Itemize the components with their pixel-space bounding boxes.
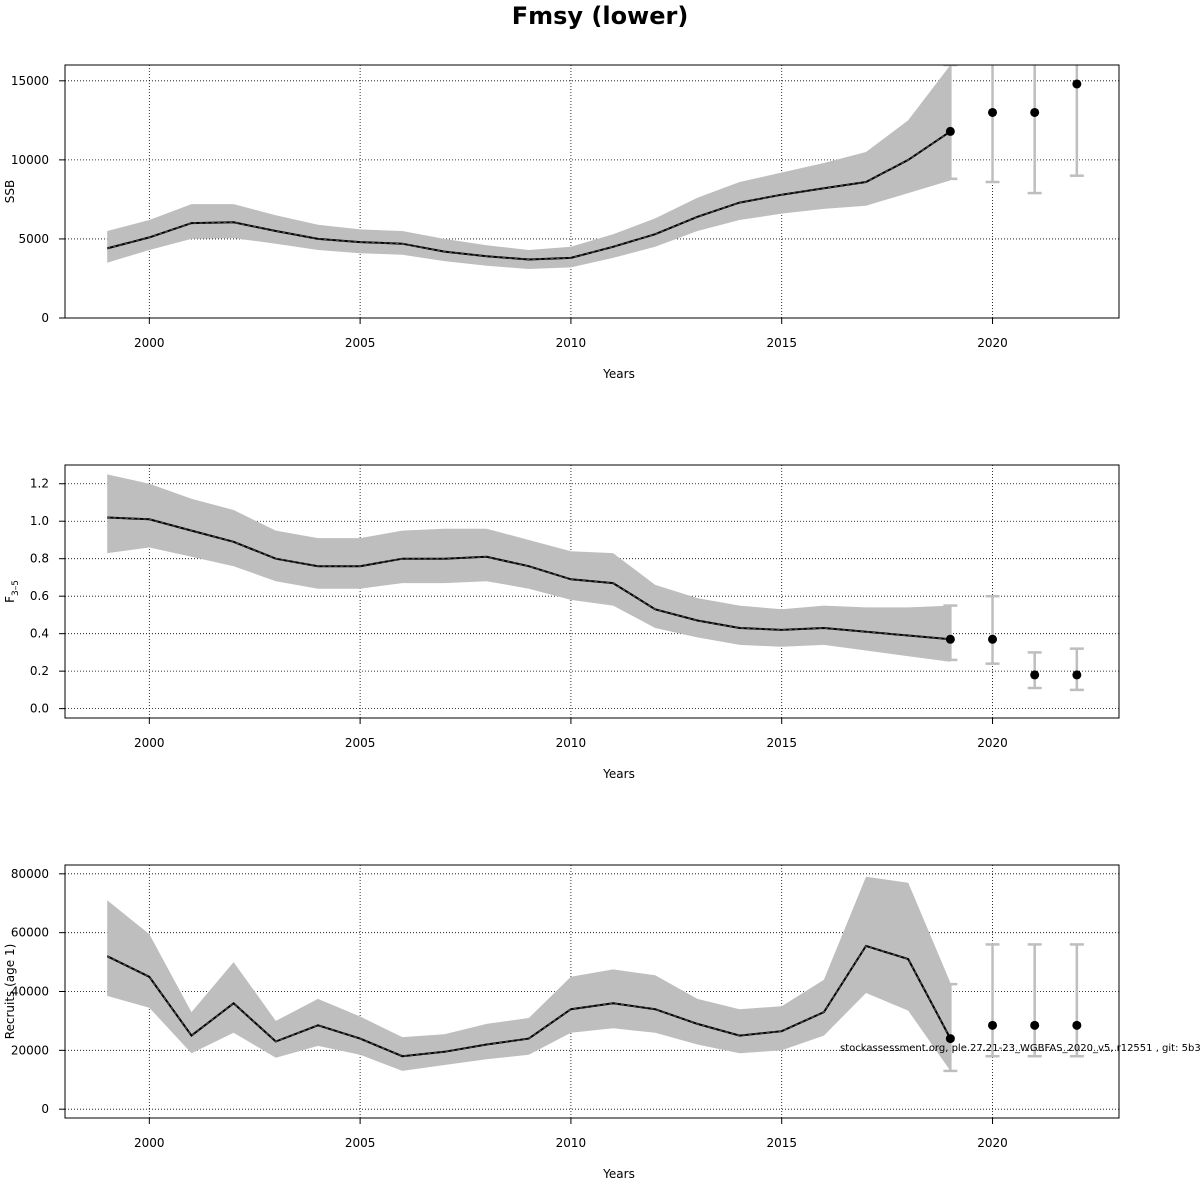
x-tick-label: 2005 bbox=[345, 736, 376, 750]
forecast-dot bbox=[1072, 79, 1082, 89]
y-axis-label: SSB bbox=[3, 180, 17, 203]
x-tick-label: 2015 bbox=[766, 336, 797, 350]
x-tick-label: 2000 bbox=[134, 736, 165, 750]
forecast-point-2019 bbox=[943, 65, 958, 181]
figure-title: Fmsy (lower) bbox=[512, 2, 689, 30]
y-axis-label: Recruits (age 1) bbox=[3, 944, 17, 1040]
y-tick-label: 0.0 bbox=[30, 702, 49, 716]
plot-frame bbox=[64, 64, 1120, 319]
x-tick-label: 2015 bbox=[766, 736, 797, 750]
forecast-dot bbox=[945, 1034, 955, 1044]
y-tick-label: 80000 bbox=[11, 867, 49, 881]
y-axis-label: F3–5 bbox=[3, 580, 21, 603]
panel-2: 2000 2005 2010 2015 2020 0.0 0.2 0.4 0.6 0.8 1.0 1.… bbox=[3, 464, 1120, 781]
forecast-point-2019 bbox=[943, 604, 958, 662]
forecast-point-2019 bbox=[943, 982, 958, 1073]
y-tick-label: 1.2 bbox=[30, 477, 49, 491]
confidence-band bbox=[107, 65, 951, 269]
forecast-point-2022 bbox=[1069, 943, 1084, 1058]
forecast-dot bbox=[1030, 1020, 1040, 1030]
forecast-point-2022 bbox=[1069, 65, 1084, 177]
x-axis-label: Years bbox=[602, 367, 635, 381]
forecast-point-2020 bbox=[985, 594, 1000, 665]
x-tick-label: 2015 bbox=[766, 1136, 797, 1150]
forecast-point-2022 bbox=[1069, 647, 1084, 692]
forecast-point-2021 bbox=[1027, 651, 1042, 690]
x-tick-label: 2020 bbox=[977, 1136, 1008, 1150]
y-tick-label: 0.6 bbox=[30, 589, 49, 603]
y-tick-label: 0.2 bbox=[30, 664, 49, 678]
y-tick-label: 1.0 bbox=[30, 514, 49, 528]
x-tick-label: 2010 bbox=[556, 1136, 587, 1150]
y-tick-label: 0.8 bbox=[30, 552, 49, 566]
confidence-band bbox=[107, 474, 951, 662]
forecast-point-2021 bbox=[1027, 65, 1042, 195]
forecast-point-2021 bbox=[1027, 943, 1042, 1058]
forecast-point-2020 bbox=[985, 65, 1000, 184]
y-tick-label: 10000 bbox=[11, 153, 49, 167]
forecast-dot bbox=[1072, 670, 1082, 680]
x-tick-label: 2010 bbox=[556, 336, 587, 350]
y-tick-label: 40000 bbox=[11, 985, 49, 999]
forecast-dot bbox=[1030, 670, 1040, 680]
panels: 2000 2005 2010 2015 2020 0 5000 10000 15000 Years… bbox=[3, 64, 1120, 1181]
forecast-dot bbox=[1030, 107, 1040, 117]
y-tick-label: 15000 bbox=[11, 74, 49, 88]
x-tick-label: 2005 bbox=[345, 336, 376, 350]
forecast-dot bbox=[988, 634, 998, 644]
estimate-line-dash bbox=[107, 130, 951, 261]
y-tick-label: 0.4 bbox=[30, 627, 49, 641]
forecast-dot bbox=[988, 107, 998, 117]
x-tick-label: 2000 bbox=[134, 336, 165, 350]
plot-frame bbox=[64, 464, 1120, 719]
plot-area bbox=[106, 65, 1084, 269]
forecast-dot bbox=[945, 634, 955, 644]
x-tick-label: 2000 bbox=[134, 1136, 165, 1150]
estimate-line-dash bbox=[107, 517, 951, 640]
y-tick-label: 5000 bbox=[18, 232, 49, 246]
forecast-dot bbox=[945, 126, 955, 136]
y-tick-label: 0 bbox=[41, 1102, 49, 1116]
x-axis-label: Years bbox=[602, 767, 635, 781]
x-tick-label: 2010 bbox=[556, 736, 587, 750]
x-axis-label: Years bbox=[602, 1167, 635, 1181]
panel-1: 2000 2005 2010 2015 2020 0 5000 10000 15000 Years… bbox=[3, 64, 1120, 381]
forecast-point-2020 bbox=[985, 943, 1000, 1058]
x-tick-label: 2020 bbox=[977, 736, 1008, 750]
plot-area bbox=[107, 474, 1084, 692]
forecast-dot bbox=[988, 1020, 998, 1030]
plot-area bbox=[106, 876, 1084, 1073]
estimate-line-dash bbox=[106, 945, 951, 1057]
confidence-band bbox=[107, 876, 951, 1071]
y-tick-label: 60000 bbox=[11, 926, 49, 940]
footnote: stockassessment.org, ple.27.21-23_WGBFAS… bbox=[840, 1043, 1200, 1054]
x-tick-label: 2005 bbox=[345, 1136, 376, 1150]
forecast-dot bbox=[1072, 1020, 1082, 1030]
panel-3: 2000 2005 2010 2015 2020 0 20000 40000 60000 8000… bbox=[3, 864, 1120, 1181]
y-tick-label: 0 bbox=[41, 311, 49, 325]
x-tick-label: 2020 bbox=[977, 336, 1008, 350]
y-tick-label: 20000 bbox=[11, 1043, 49, 1057]
